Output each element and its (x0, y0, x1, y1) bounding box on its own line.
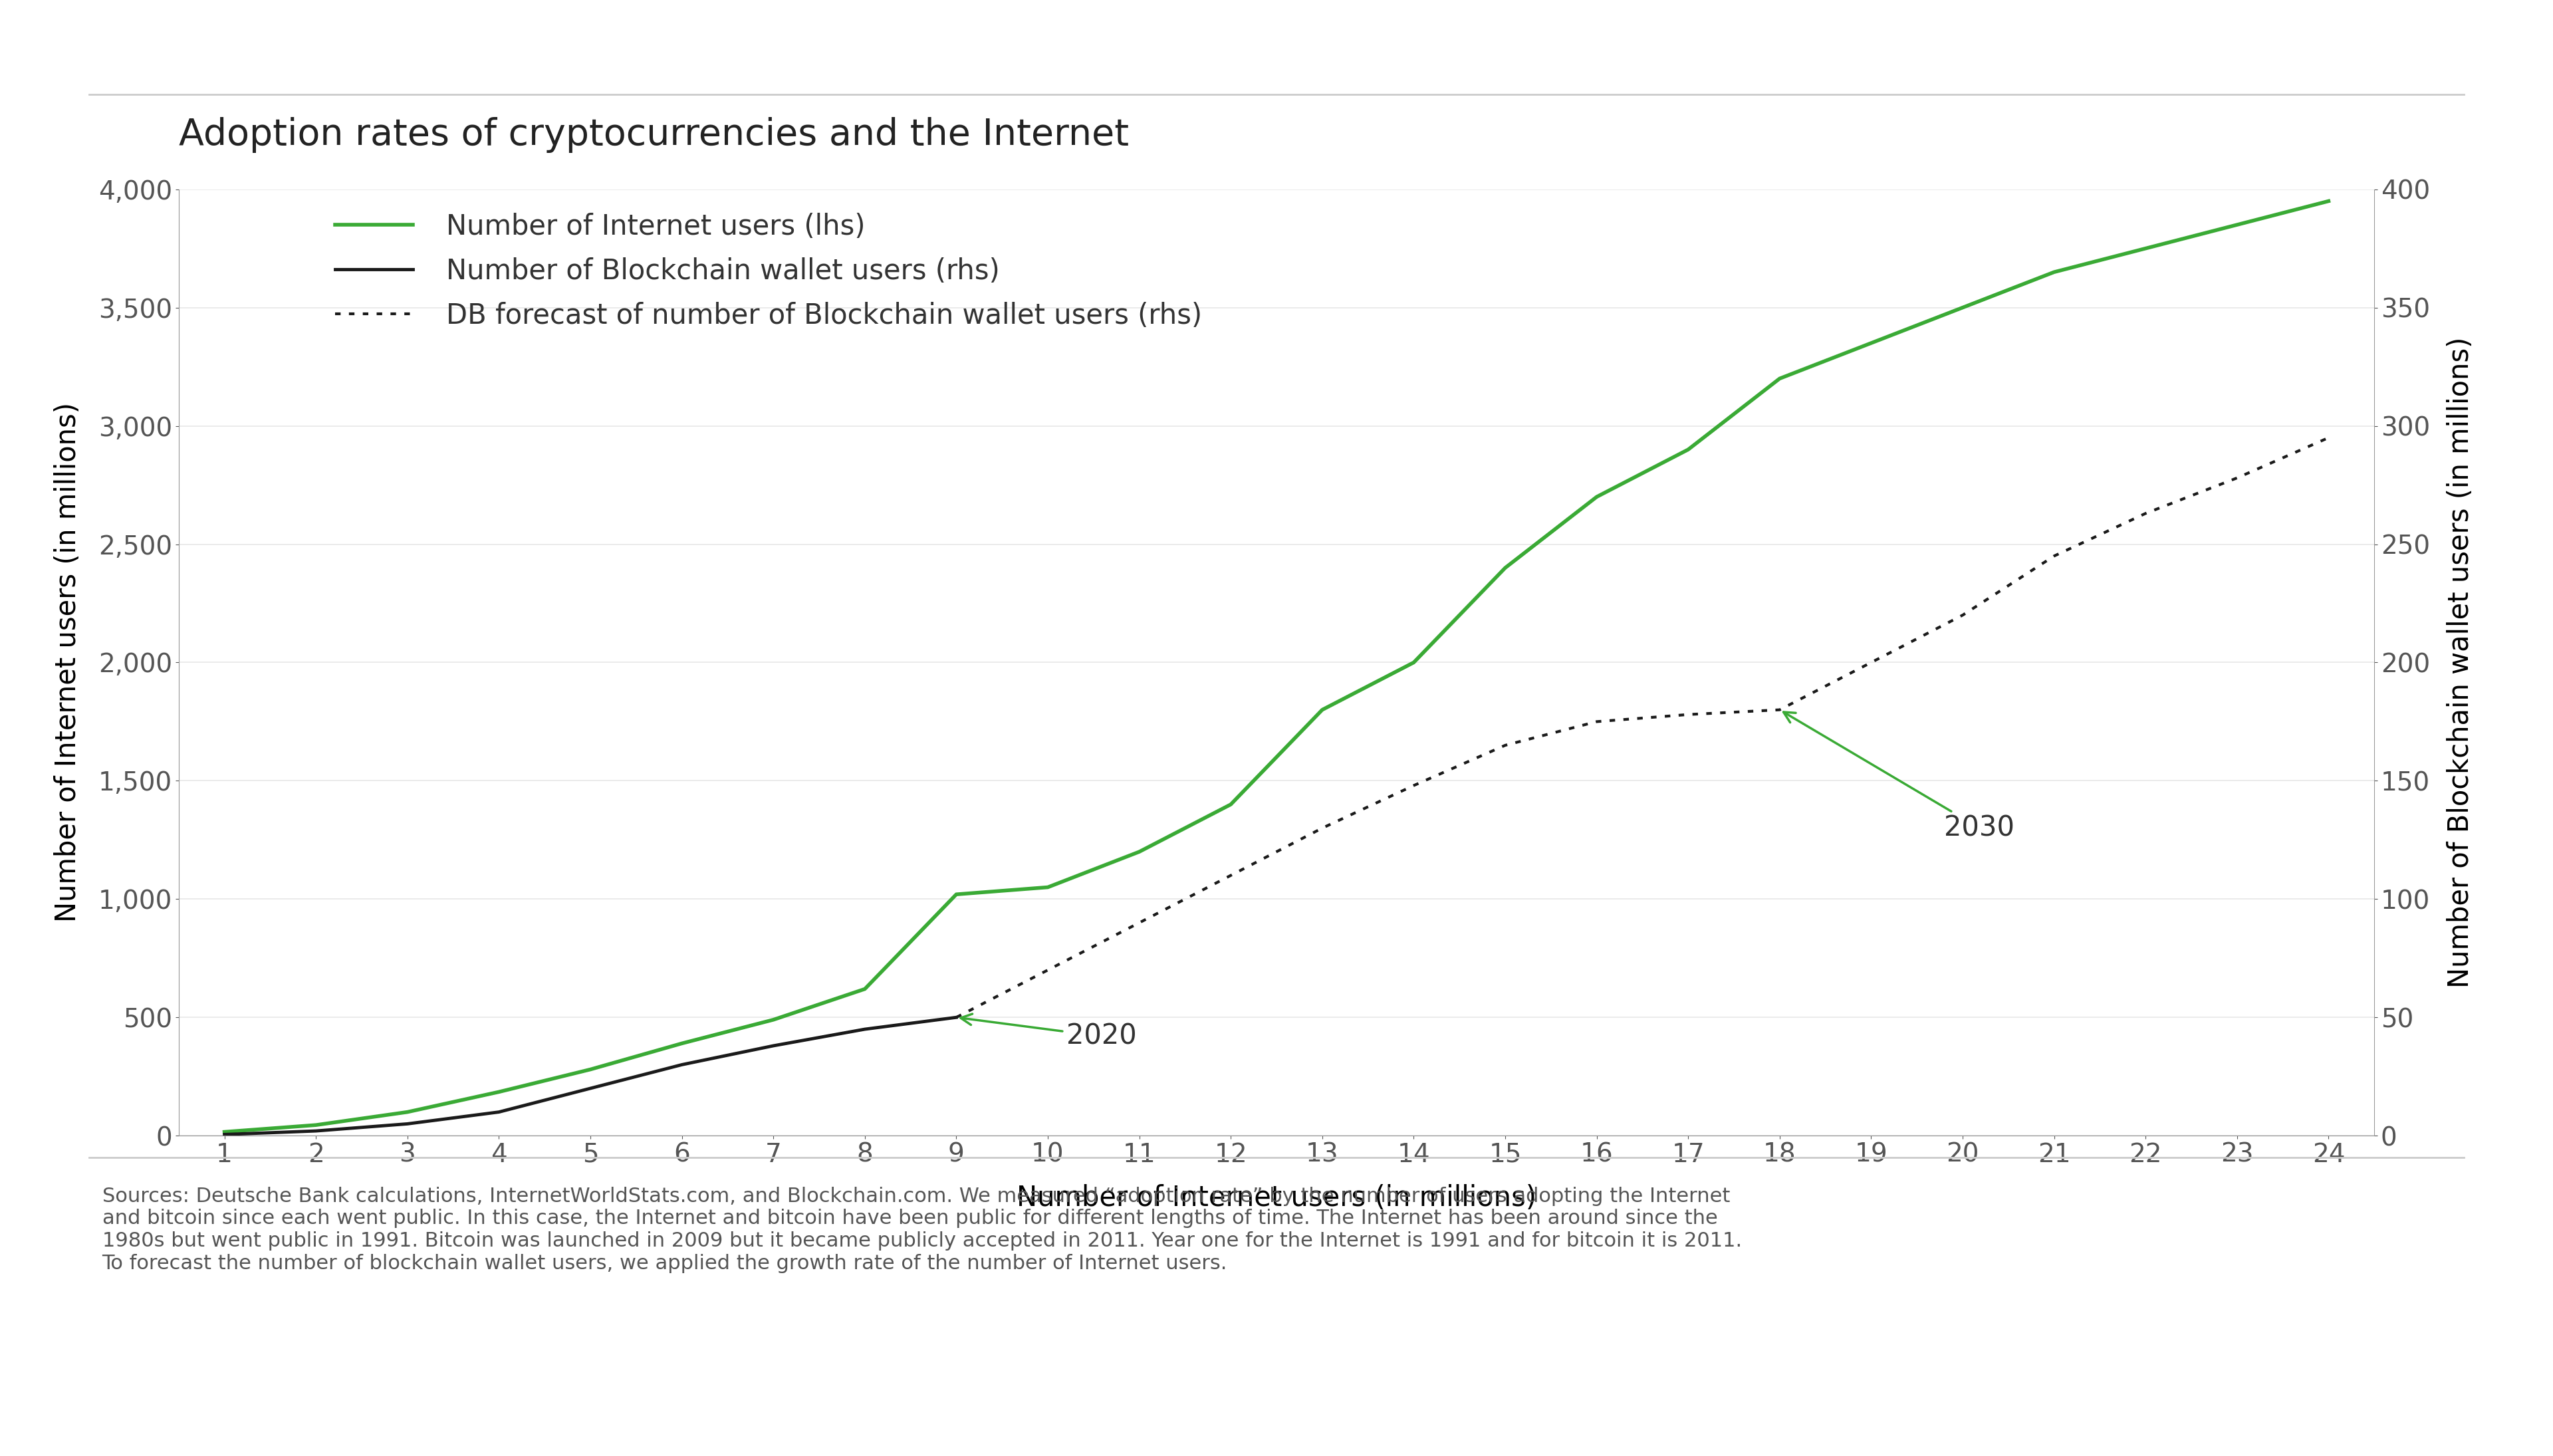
Text: Sources: Deutsche Bank calculations, InternetWorldStats.com, and Blockchain.com.: Sources: Deutsche Bank calculations, Int… (102, 1187, 1741, 1273)
Text: Adoption rates of cryptocurrencies and the Internet: Adoption rates of cryptocurrencies and t… (179, 116, 1128, 153)
Text: 2020: 2020 (960, 1013, 1136, 1050)
Y-axis label: Number of Blockchain wallet users (in millions): Number of Blockchain wallet users (in mi… (2446, 336, 2474, 989)
Legend: Number of Internet users (lhs), Number of Blockchain wallet users (rhs), DB fore: Number of Internet users (lhs), Number o… (334, 213, 1202, 329)
Text: 2030: 2030 (1785, 712, 2014, 842)
Y-axis label: Number of Internet users (in millions): Number of Internet users (in millions) (54, 402, 82, 923)
X-axis label: Number of Internet users (in millions): Number of Internet users (in millions) (1016, 1184, 1537, 1211)
